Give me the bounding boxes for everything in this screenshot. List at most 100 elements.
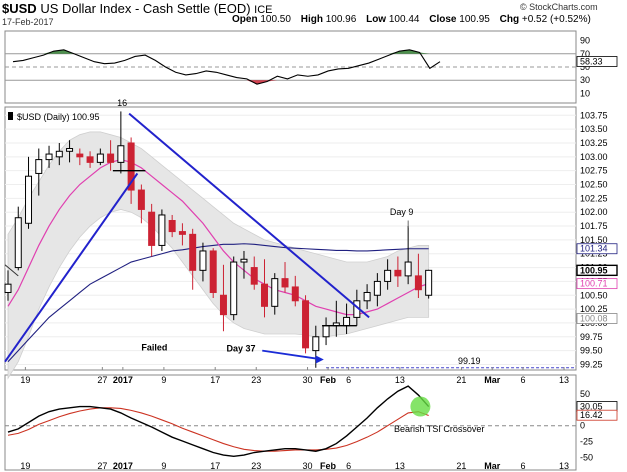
tsi-signal-current-value: 16.42	[580, 410, 603, 420]
candle-body	[302, 300, 310, 349]
price-x-tick-label: 21	[456, 375, 466, 385]
tsi-tick-label: -25	[580, 437, 593, 447]
tsi-signal-line	[7, 407, 429, 452]
price-x-tick-label: 30	[303, 375, 313, 385]
price-tag-close	[576, 264, 618, 277]
tsi-tick-label: 50	[580, 389, 590, 399]
price-x-tick-label: 23	[251, 375, 261, 385]
candle-body	[96, 153, 104, 163]
candle-body	[148, 211, 156, 246]
chg-label: Chg	[499, 14, 520, 25]
candle-body	[178, 231, 186, 235]
price-tick-label: 101.75	[580, 221, 608, 231]
candle-body	[425, 269, 433, 296]
candle-body	[404, 261, 412, 277]
high-label: High	[300, 14, 323, 25]
candle-body	[45, 153, 53, 161]
price-tag-value-band_lower: 100.08	[580, 314, 608, 324]
candle-body	[394, 269, 402, 277]
rsi-value-box	[576, 56, 618, 67]
price-tick-label: 103.25	[580, 138, 608, 148]
candle-body	[137, 189, 145, 210]
symbol-name: US Dollar Index - Cash Settle (EOD)	[40, 1, 251, 16]
tsi-x-tick-label: 27	[97, 461, 107, 471]
price-tick-label: 103.50	[580, 124, 608, 134]
tsi-x-tick-label: 13	[559, 461, 569, 471]
candle-body	[414, 275, 422, 291]
tsi-x-tick-label: 23	[251, 461, 261, 471]
tsi-x-tick-label: 6	[520, 461, 525, 471]
tsi-tick-label: -50	[580, 453, 593, 463]
price-x-tick-label: 17	[210, 375, 220, 385]
price-tick-label: 100.50	[580, 290, 608, 300]
candle-body	[240, 258, 248, 263]
price-tick-label: 102.00	[580, 207, 608, 217]
candle-body	[117, 145, 125, 163]
price-tag-value-ma_short: 100.71	[580, 279, 608, 289]
day9-annotation: Day 9	[390, 207, 414, 217]
rising-trendline	[4, 172, 139, 363]
candle-body	[230, 261, 238, 316]
candle-body	[168, 220, 176, 233]
legend-candle-icon	[8, 112, 13, 120]
tsi-line	[7, 385, 430, 458]
falling-trendline	[128, 112, 370, 319]
low-value-annotation: 99.19	[458, 356, 481, 366]
price-tick-label: 99.50	[580, 346, 603, 356]
candle-body	[219, 294, 227, 316]
price-tag-ma_long	[576, 243, 618, 255]
high-value: 100.96	[325, 14, 357, 25]
candle-body	[384, 269, 392, 282]
price-x-tick-label: 13	[395, 375, 405, 385]
candle-body	[25, 175, 33, 224]
copyright: © StockCharts.com	[520, 2, 598, 12]
tsi-x-tick-label: 21	[456, 461, 466, 471]
price-legend-label: $USD (Daily) 100.95	[17, 112, 100, 122]
price-x-tick-label: Feb	[320, 375, 337, 385]
price-tick-label: 103.00	[580, 152, 608, 162]
price-x-tick-label: 2017	[113, 375, 133, 385]
price-x-tick-label: 9	[161, 375, 166, 385]
candle-body	[312, 336, 320, 352]
candle-body	[158, 214, 166, 246]
day37-arrow-shaft	[262, 349, 319, 360]
day37-arrow-head	[315, 355, 324, 364]
candle-body	[291, 286, 299, 302]
candle-body	[127, 142, 135, 191]
candle-body	[199, 250, 207, 271]
tsi-x-tick-label: 19	[20, 461, 30, 471]
price-tick-label: 101.50	[580, 235, 608, 245]
rsi-tick-label: 50	[580, 62, 590, 72]
rsi-fill-70	[13, 49, 440, 54]
tsi-x-tick-label: 9	[161, 461, 166, 471]
tsi-tick-label: 0	[580, 421, 585, 431]
candle-body	[14, 217, 22, 269]
candle-body	[322, 325, 330, 338]
tsi-x-tick-label: 6	[346, 461, 351, 471]
failed-annotation: Failed	[141, 343, 167, 353]
panel-frame-2	[4, 374, 577, 471]
candle-body	[107, 153, 115, 163]
low-value: 100.44	[388, 14, 420, 25]
price-tick-label: 99.75	[580, 332, 603, 342]
rsi-tick-label: 10	[580, 88, 590, 98]
open-value: 100.50	[260, 14, 291, 25]
peak-annotation: 16	[117, 98, 127, 108]
tsi-x-tick-label: Feb	[320, 461, 337, 471]
price-tick-label: 100.25	[580, 304, 608, 314]
tsi-x-tick-label: Mar	[484, 461, 501, 471]
price-x-tick-label: 27	[97, 375, 107, 385]
crossover-highlight	[410, 396, 431, 417]
candle-body	[66, 148, 74, 152]
tsi-x-tick-label: 2017	[113, 461, 133, 471]
price-tag-ma_short	[576, 278, 618, 290]
tsi-annotation: Bearish TSI Crossover	[394, 424, 484, 434]
candle-body	[281, 278, 289, 288]
symbol: $USD	[2, 1, 37, 16]
tsi-current-value: 30.05	[580, 402, 603, 412]
close-label: Close	[429, 14, 457, 25]
low-label: Low	[366, 14, 387, 25]
chart-header-title: $USD US Dollar Index - Cash Settle (EOD)…	[2, 1, 273, 16]
chart-date: 17-Feb-2017	[2, 17, 54, 27]
